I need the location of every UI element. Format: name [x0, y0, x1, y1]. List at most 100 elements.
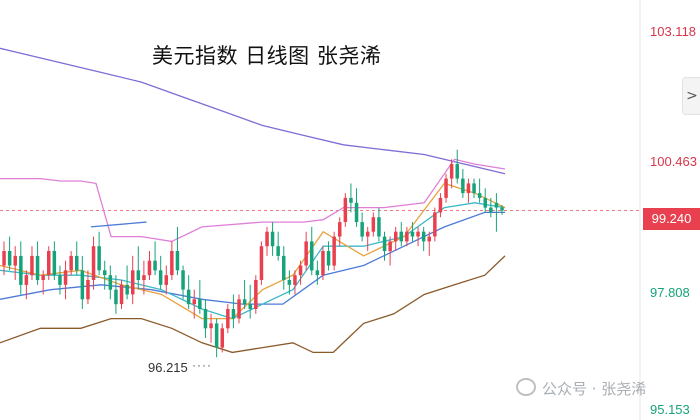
candle-body	[332, 236, 336, 266]
candle-body	[41, 275, 45, 280]
candle-body	[24, 275, 29, 285]
candle-body	[416, 231, 420, 237]
candle-body	[360, 222, 364, 237]
candle-body	[438, 197, 443, 213]
candle-body	[483, 197, 487, 208]
candle-body	[147, 260, 152, 276]
low-annotation-leader: ····	[192, 358, 212, 372]
candle-body	[382, 236, 387, 252]
candle-body	[265, 231, 269, 247]
candle-body	[220, 328, 224, 348]
candle-body	[2, 251, 6, 266]
candle-body	[136, 270, 141, 280]
candle-body	[489, 207, 493, 213]
candle-body	[175, 251, 180, 271]
candle-body	[366, 231, 370, 237]
candle-body	[472, 183, 476, 194]
y-tick-label: 103.118	[650, 24, 697, 39]
candle-body	[494, 202, 499, 208]
wechat-icon	[516, 378, 536, 396]
y-tick-label: 95.153	[650, 402, 690, 417]
candle-body	[69, 255, 73, 271]
candle-body	[349, 197, 353, 203]
candle-body	[326, 251, 331, 266]
candle-body	[226, 309, 230, 329]
candle-body	[394, 231, 398, 242]
candle-body	[427, 236, 431, 242]
candle-body	[410, 231, 415, 237]
candle-body	[242, 299, 247, 305]
expand-panel-button[interactable]: >	[682, 77, 700, 115]
candle-body	[186, 289, 191, 305]
watermark-text: 公众号 · 张尧浠	[542, 380, 647, 398]
candle-body	[354, 202, 359, 223]
candle-body	[477, 193, 482, 198]
candle-body	[198, 299, 202, 309]
candle-body	[461, 178, 465, 194]
candle-body	[30, 255, 34, 276]
candle-body	[203, 309, 208, 329]
chart-title: 美元指数 日线图 张尧浠	[152, 44, 382, 68]
candle-body	[7, 251, 12, 266]
indicator-line	[0, 255, 506, 354]
candle-body	[13, 255, 17, 266]
indicator-line	[0, 158, 506, 243]
candle-body	[321, 251, 325, 276]
candle-body	[315, 270, 320, 276]
candle-body	[310, 241, 314, 271]
candle-body	[388, 241, 392, 252]
candle-body	[119, 284, 124, 305]
candle-body	[421, 231, 426, 242]
candle-body	[254, 280, 258, 309]
candle-body	[455, 164, 459, 179]
candle-body	[500, 207, 504, 211]
candle-body	[35, 255, 40, 280]
candle-body	[433, 212, 437, 237]
candle-body	[75, 255, 79, 271]
candle-body	[270, 231, 275, 247]
candle-body	[405, 231, 409, 242]
candle-body	[158, 270, 163, 285]
candle-body	[444, 178, 448, 198]
candle-body	[19, 255, 23, 285]
indicator-line-segment	[90, 221, 147, 228]
candle-body	[338, 222, 342, 237]
candle-body	[164, 275, 168, 285]
candle-body	[131, 270, 135, 295]
candle-body	[276, 246, 280, 256]
candle-body	[298, 265, 303, 276]
candle-body	[231, 309, 236, 319]
candle-body	[80, 270, 85, 300]
candle-body	[58, 275, 62, 285]
candle-body	[287, 280, 292, 285]
candle-body	[142, 275, 146, 280]
candle-body	[237, 299, 241, 319]
candle-body	[192, 299, 196, 305]
watermark: 公众号 · 张尧浠	[516, 378, 646, 399]
candle-body	[282, 255, 286, 280]
y-tick-label: 100.463	[650, 154, 697, 169]
last-price-tag: 99.240	[643, 208, 700, 230]
candle-body	[209, 323, 213, 329]
candle-body	[449, 164, 454, 179]
candle-body	[125, 284, 129, 295]
candle-body	[153, 260, 157, 271]
candle-body	[52, 251, 57, 276]
candle-body	[371, 217, 376, 232]
candle-body	[170, 251, 174, 276]
candle-body	[377, 217, 381, 237]
candle-body	[103, 270, 107, 276]
candle-body	[91, 246, 96, 280]
candle-body	[108, 275, 113, 290]
candle-body	[248, 304, 252, 309]
low-annotation: 96.215	[148, 360, 188, 375]
candle-body	[399, 231, 403, 242]
y-tick-label: 97.808	[650, 285, 690, 300]
candle-body	[47, 251, 51, 276]
indicator-line	[0, 47, 506, 175]
candle-body	[293, 275, 297, 285]
candle-body	[466, 183, 471, 194]
candle-body	[259, 246, 264, 280]
